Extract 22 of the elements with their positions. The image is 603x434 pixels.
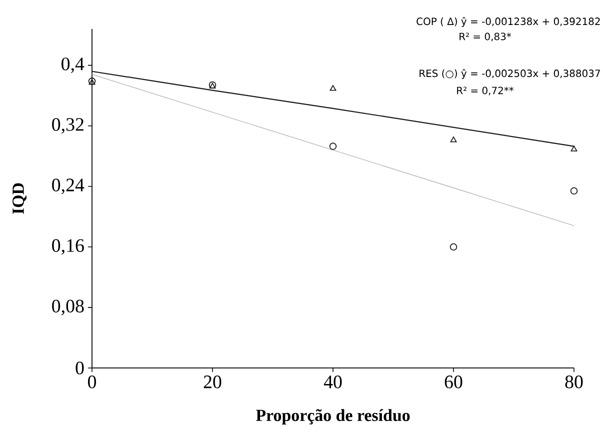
point <box>330 85 336 91</box>
x-tick-label: 20 <box>204 376 222 388</box>
point <box>570 187 578 195</box>
x-tick-label: 80 <box>565 376 583 388</box>
y-tick-label: 0,16 <box>52 239 84 255</box>
point <box>329 142 337 150</box>
annotation: RES (○) ŷ = -0,002503x + 0,388037 <box>420 68 600 80</box>
y-tick-label: 0 <box>76 362 84 374</box>
annotation: R² = 0,83* <box>460 32 512 42</box>
y-tick-label: 0,4 <box>62 58 84 74</box>
point <box>450 136 457 142</box>
point <box>450 243 458 251</box>
x-tick-label: 0 <box>88 376 96 388</box>
text: COP ( Δ) ŷ = -0,001238x + 0,392182 <box>416 16 600 28</box>
y-tick-label: 0,24 <box>52 178 84 194</box>
x-tick-label: 40 <box>324 376 342 388</box>
x-axis-title: Proporção de resíduo <box>256 409 410 425</box>
x-tick-label: 60 <box>444 376 462 388</box>
annotation: R² = 0,72** <box>457 86 514 96</box>
y-tick-label: 0,32 <box>52 118 84 134</box>
y-tick-label: 0,08 <box>52 300 84 316</box>
y-axis-title: IQD <box>12 183 27 214</box>
